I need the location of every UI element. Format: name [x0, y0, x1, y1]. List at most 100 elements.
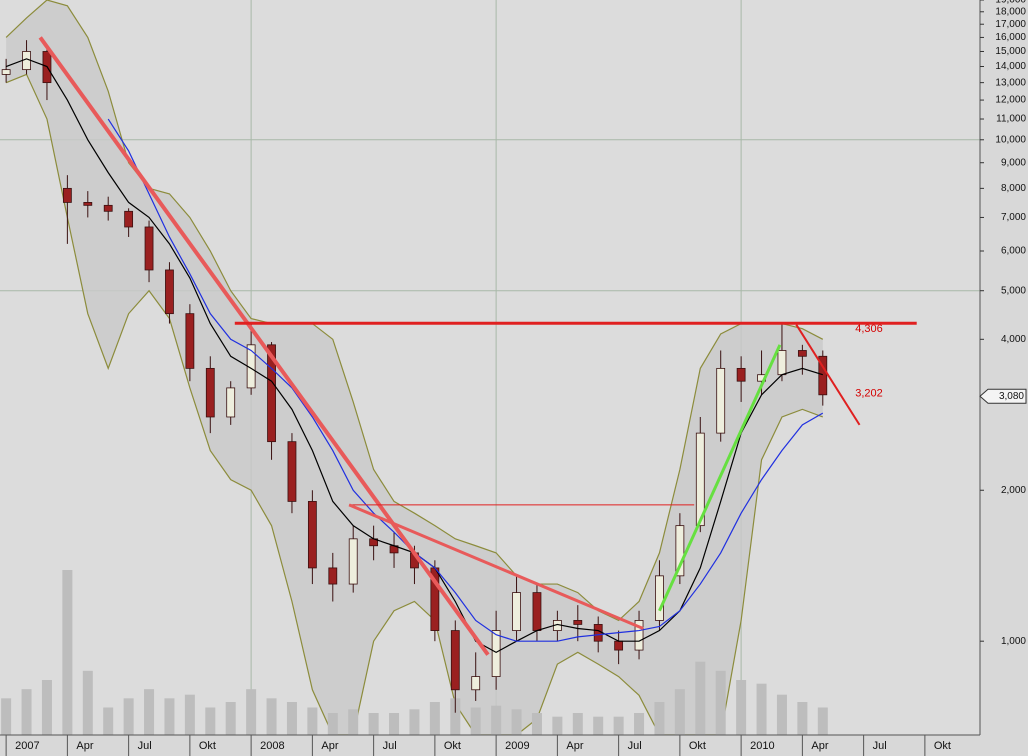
candle-body [22, 51, 31, 71]
x-axis-panel [0, 735, 1028, 756]
candle-body [185, 313, 195, 369]
y-tick-label: 16,000 [995, 32, 1026, 43]
trend-line [658, 344, 782, 612]
x-tick-label: 2009 [505, 740, 529, 752]
volume-bar [103, 707, 114, 735]
y-tick-label: 1,000 [1001, 636, 1026, 647]
candle-body [797, 350, 807, 357]
volume-bar [307, 707, 318, 735]
candle [716, 350, 726, 442]
volume-bar [634, 713, 645, 735]
candle [655, 560, 664, 631]
candle [1, 58, 11, 83]
y-tick-label: 18,000 [995, 6, 1026, 17]
candle [348, 525, 358, 593]
volume-bar [368, 713, 379, 735]
x-tick-label: 2010 [750, 740, 774, 752]
volume-bar [572, 713, 583, 735]
volume-bar [409, 709, 420, 735]
candle-body [450, 630, 460, 691]
volume-bar [184, 694, 195, 735]
candle [226, 381, 236, 425]
candle-body [614, 640, 624, 651]
x-tick-label: Okt [934, 740, 951, 752]
candle [450, 620, 460, 713]
x-tick-label: Jul [138, 740, 152, 752]
volume-bar [123, 698, 134, 735]
candle [62, 175, 72, 244]
candle [675, 513, 685, 585]
y-tick-label: 17,000 [995, 19, 1026, 30]
x-tick-label: Okt [689, 740, 706, 752]
candle [818, 350, 828, 406]
candle-body [103, 204, 113, 212]
x-tick-label: Jul [383, 740, 397, 752]
candle [634, 610, 644, 660]
bollinger-band [6, 0, 823, 735]
volume-bar [817, 707, 828, 735]
candle [287, 433, 297, 514]
volume-bar [348, 709, 359, 735]
volume-bar [266, 698, 277, 735]
trend-line [348, 503, 644, 630]
volume-bar [674, 689, 685, 735]
candle [83, 191, 93, 218]
x-tick-label: Apr [76, 740, 93, 752]
y-tick-label: 8,000 [1001, 183, 1026, 194]
volume-bar [1, 698, 12, 735]
candle-body [205, 367, 215, 418]
candle [307, 490, 317, 585]
candle [491, 610, 501, 690]
x-tick-label: Jul [873, 740, 887, 752]
y-tick-label: 7,000 [1001, 212, 1026, 223]
volume-bar [776, 694, 787, 735]
volume-bar [327, 713, 338, 735]
candle-body [144, 226, 154, 271]
volume-bar [511, 709, 522, 735]
candle-body [695, 432, 705, 527]
candle-body [532, 592, 542, 631]
candle-body [675, 525, 685, 577]
candle-body [512, 592, 521, 631]
x-tick-label: 2007 [15, 740, 39, 752]
y-axis-panel [980, 0, 1028, 735]
y-tick-label: 14,000 [995, 61, 1026, 72]
x-tick-label: Apr [321, 740, 338, 752]
candle [165, 262, 174, 324]
candle-body [267, 344, 276, 443]
candle-body [777, 350, 787, 376]
candle-body [818, 355, 828, 396]
candle-body [491, 630, 501, 677]
volume-bar [736, 680, 747, 735]
volume-bar [82, 670, 93, 735]
volume-bar [593, 716, 604, 735]
volume-bar [389, 713, 400, 735]
candle [328, 552, 338, 602]
y-tick-label: 6,000 [1001, 246, 1026, 257]
candle-body [348, 538, 358, 585]
volume-bar [470, 707, 481, 735]
volume-bar [164, 698, 175, 735]
volume-bar [225, 702, 236, 735]
candle-body [83, 202, 93, 206]
candle-body [471, 676, 481, 691]
y-tick-label: 15,000 [995, 46, 1026, 57]
candle [736, 356, 746, 402]
candle [797, 344, 807, 375]
candle-body [573, 620, 583, 625]
volume-bar [715, 670, 726, 735]
trend-line [38, 36, 490, 656]
x-tick-label: Apr [566, 740, 583, 752]
y-tick-label: 4,000 [1001, 334, 1026, 345]
volume-bar [756, 683, 767, 735]
candle-body [287, 441, 297, 502]
volume-bar [552, 716, 563, 735]
volume-bar [246, 689, 257, 735]
volume-bar [62, 570, 73, 735]
y-tick-label: 10,000 [995, 134, 1026, 145]
candle-body [655, 575, 664, 621]
annotation: 4,306 [855, 323, 883, 335]
volume-bar [21, 689, 32, 735]
volume-bar [531, 713, 542, 735]
